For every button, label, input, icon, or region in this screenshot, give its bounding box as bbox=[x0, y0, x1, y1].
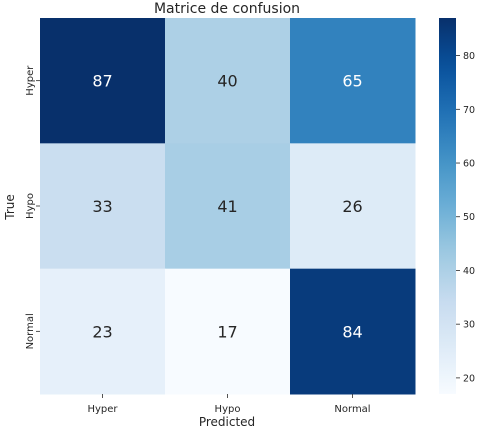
heatmap-cell-value: 26 bbox=[342, 197, 362, 216]
heatmap-cell-hypo-hyper bbox=[40, 143, 166, 270]
y-tick-label: Normal bbox=[25, 313, 36, 349]
heatmap-cell-hyper-hyper bbox=[40, 18, 166, 144]
heatmap-cell-hypo-hypo bbox=[165, 143, 291, 270]
heatmap-cell-labels: 87 40 65 33 41 26 23 17 84 bbox=[92, 72, 362, 342]
x-axis-label: Predicted bbox=[199, 415, 255, 429]
heatmap-cell-value: 65 bbox=[342, 72, 362, 91]
heatmap-cell-hyper-normal bbox=[290, 18, 416, 144]
heatmap-cell-value: 40 bbox=[217, 72, 237, 91]
heatmap-cell-value: 84 bbox=[342, 322, 362, 341]
y-tick-label: Hyper bbox=[25, 65, 36, 96]
heatmap-cell-value: 33 bbox=[92, 197, 112, 216]
heatmap-cell-value: 87 bbox=[92, 72, 112, 91]
heatmap-cell-value: 17 bbox=[217, 322, 237, 341]
y-tick-label: Hypo bbox=[25, 193, 36, 219]
colorbar-tick-label: 50 bbox=[463, 212, 475, 223]
colorbar-gradient bbox=[439, 18, 456, 394]
heatmap-cells bbox=[40, 18, 416, 395]
heatmap-cell-value: 41 bbox=[217, 197, 237, 216]
heatmap-cell-normal-hypo bbox=[165, 268, 291, 395]
colorbar-tick-label: 20 bbox=[463, 373, 475, 384]
x-tick-label: Normal bbox=[334, 404, 370, 415]
x-axis-ticks: Hyper Hypo Normal bbox=[87, 394, 371, 415]
colorbar-tick-label: 60 bbox=[463, 159, 475, 170]
heatmap-cell-normal-normal bbox=[290, 268, 416, 395]
heatmap-cell-hyper-hypo bbox=[165, 18, 291, 144]
colorbar-ticks: 20 30 40 50 60 70 80 bbox=[456, 51, 475, 384]
x-tick-label: Hypo bbox=[215, 404, 241, 415]
colorbar: 20 30 40 50 60 70 80 bbox=[439, 18, 475, 394]
heatmap-cell-normal-hyper bbox=[40, 268, 166, 395]
colorbar-tick-label: 30 bbox=[463, 320, 475, 331]
colorbar-tick-label: 70 bbox=[463, 105, 475, 116]
heatmap-cell-hypo-normal bbox=[290, 143, 416, 270]
y-axis-ticks: Hyper Hypo Normal bbox=[25, 65, 40, 349]
chart-title: Matrice de confusion bbox=[154, 1, 300, 17]
heatmap-cell-value: 23 bbox=[92, 322, 112, 341]
x-tick-label: Hyper bbox=[87, 404, 118, 415]
colorbar-tick-label: 40 bbox=[463, 266, 475, 277]
y-axis-label: True bbox=[3, 194, 17, 221]
colorbar-tick-label: 80 bbox=[463, 51, 475, 62]
